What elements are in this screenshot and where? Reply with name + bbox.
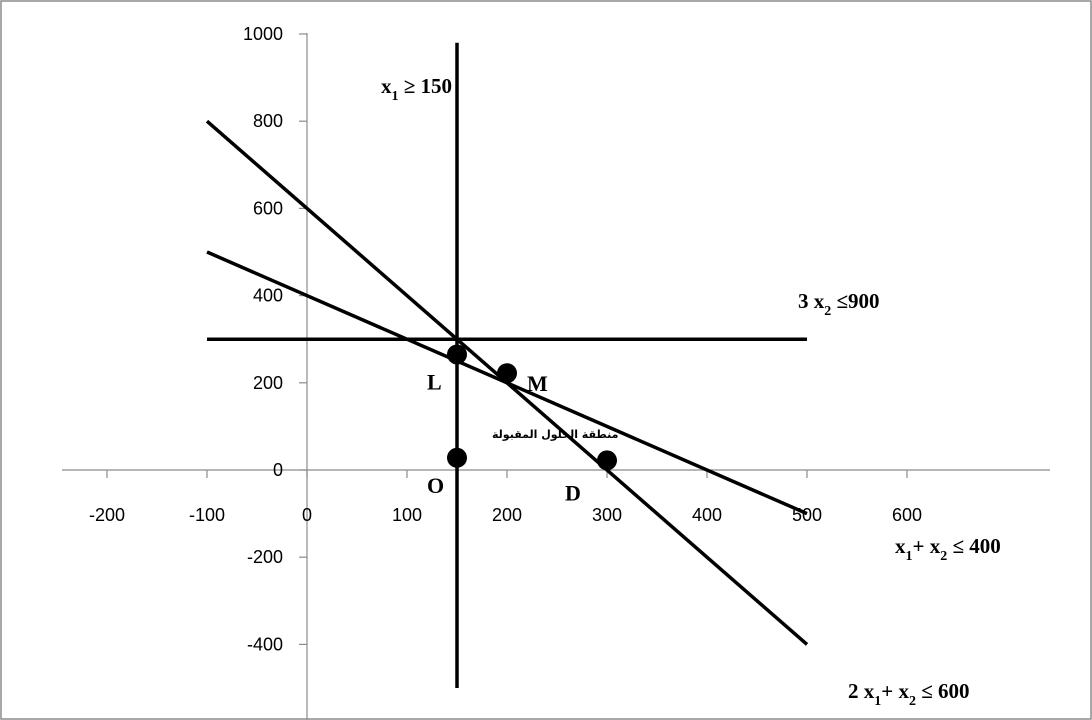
x-tick-label: 0 [302,505,312,525]
svg-text:2 x1+ x2 ≤ 600: 2 x1+ x2 ≤ 600 [848,679,970,709]
y-tick-label: 800 [253,111,283,131]
constraint-label-c2: 2 x1+ x2 ≤ 600 [848,679,970,709]
point-M [497,363,517,384]
y-tick-label: 200 [253,373,283,393]
svg-text:x1 ≥ 150: x1 ≥ 150 [381,74,452,104]
x-tick-label: -100 [189,505,225,525]
point-label-L: L [427,369,442,394]
svg-text:x1+ x2 ≤ 400: x1+ x2 ≤ 400 [895,534,1001,564]
constraint-label-c3: 3 x2 ≤900 [798,289,880,319]
point-label-M: M [527,371,548,396]
y-tick-label: 600 [253,198,283,218]
x-tick-label: 100 [392,505,422,525]
point-L [447,344,467,365]
y-tick-label: -400 [247,634,283,654]
x-ticks: -200 -100 0 100 200 300 400 500 600 [89,470,922,525]
y-tick-label: -200 [247,547,283,567]
point-O [447,447,467,468]
point-D [597,450,617,471]
x-tick-label: 200 [492,505,522,525]
y-tick-label: 0 [273,460,283,480]
svg-text:3 x2 ≤900: 3 x2 ≤900 [798,289,880,319]
constraint-label-c1: x1+ x2 ≤ 400 [895,534,1001,564]
x-tick-label: 300 [592,505,622,525]
y-tick-label: 400 [253,286,283,306]
point-label-O: O [427,473,444,498]
constraint-label-c4: x1 ≥ 150 [381,74,452,104]
solution-points: L M O D [427,344,617,505]
feasible-region-label: منطقة الحلول المقبولة [492,428,618,441]
x-tick-label: 400 [692,505,722,525]
point-label-D: D [565,480,581,505]
y-tick-label: 1000 [243,24,283,44]
x-tick-label: 600 [892,505,922,525]
x-tick-label: -200 [89,505,125,525]
